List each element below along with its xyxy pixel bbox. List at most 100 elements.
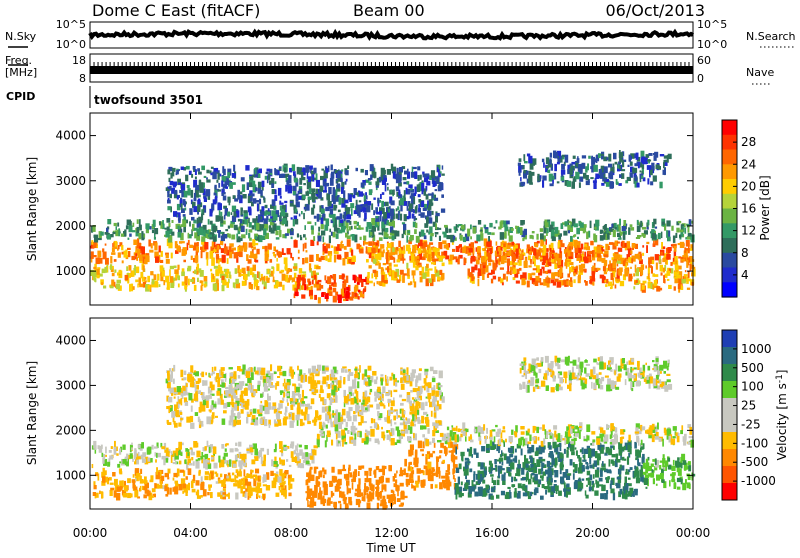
power-cell: [189, 244, 194, 248]
power-cell: [410, 193, 415, 197]
power-cell: [144, 277, 147, 280]
velocity-cell: [254, 476, 258, 481]
velocity-cell: [187, 468, 192, 475]
velocity-cell: [345, 477, 350, 481]
power-cell: [110, 264, 113, 270]
velocity-cell: [397, 488, 399, 497]
power-cell: [335, 233, 339, 239]
velocity-cell: [640, 466, 643, 472]
velocity-cell: [413, 485, 417, 491]
velocity-cell: [321, 498, 326, 504]
velocity-cell: [475, 473, 479, 480]
power-cell: [240, 225, 245, 232]
power-cell: [117, 248, 119, 251]
power-cell: [662, 267, 665, 273]
power-cell: [619, 174, 622, 178]
power-cell: [329, 291, 333, 296]
power-cell: [369, 280, 373, 284]
power-cell: [344, 288, 346, 296]
power-cell: [467, 253, 470, 256]
power-cell: [296, 166, 300, 175]
power-cell: [503, 244, 507, 252]
power-cell: [626, 254, 631, 259]
velocity-cell: [382, 484, 387, 490]
velocity-cell: [306, 479, 311, 483]
power-cell: [512, 262, 516, 268]
power-cell: [264, 253, 269, 261]
power-cell: [373, 245, 376, 248]
power-cell: [680, 231, 684, 237]
power-cell: [440, 256, 444, 259]
power-cell: [375, 224, 379, 228]
velocity-cell: [203, 462, 207, 469]
power-cell: [662, 258, 666, 263]
power-cell: [422, 207, 427, 211]
velocity-cell: [591, 441, 595, 446]
power-cell: [292, 284, 297, 291]
velocity-cell: [473, 471, 476, 476]
velocity-cell: [205, 462, 208, 470]
power-cell: [635, 237, 641, 239]
power-cell: [624, 268, 628, 277]
power-cell: [306, 171, 309, 179]
velocity-cell: [400, 502, 404, 506]
velocity-cell: [161, 475, 165, 481]
velocity-cell: [381, 484, 384, 493]
power-cell: [171, 220, 174, 223]
velocity-cell: [107, 461, 111, 467]
power-cell: [389, 196, 393, 204]
velocity-cell: [377, 440, 380, 445]
power-cell: [324, 178, 327, 182]
velocity-cell: [688, 465, 692, 472]
power-cell: [379, 207, 383, 212]
power-cell: [353, 210, 358, 215]
velocity-cell: [571, 451, 575, 456]
velocity-cell: [625, 471, 630, 475]
power-cell: [195, 246, 199, 253]
velocity-cell: [594, 469, 600, 478]
power-cell: [207, 219, 210, 225]
power-cell: [330, 231, 333, 236]
power-cell: [372, 238, 375, 246]
velocity-cell: [399, 437, 402, 444]
velocity-cell: [673, 482, 676, 489]
power-cell: [518, 158, 522, 162]
power-cell: [325, 182, 330, 187]
velocity-cell: [105, 454, 107, 457]
power-cell: [113, 240, 117, 247]
power-cell: [239, 251, 243, 258]
power-cell: [100, 279, 104, 285]
velocity-cell: [196, 450, 201, 458]
velocity-cell: [496, 494, 500, 499]
velocity-cell: [643, 465, 647, 469]
power-cell: [234, 268, 238, 274]
power-cell: [584, 243, 588, 247]
power-cell: [455, 224, 458, 231]
power-cell: [145, 255, 150, 263]
velocity-cell: [542, 471, 546, 476]
power-cell: [622, 274, 626, 281]
power-cell: [567, 224, 571, 231]
power-cell: [253, 253, 258, 259]
power-cell: [238, 244, 241, 250]
power-cell: [590, 177, 594, 180]
power-cell: [453, 256, 457, 260]
power-cell: [249, 237, 252, 241]
power-cell: [524, 257, 527, 262]
power-cell: [286, 270, 289, 275]
velocity-cell: [149, 490, 151, 496]
power-cell: [305, 250, 308, 253]
velocity-cell: [253, 478, 257, 487]
power-cell: [503, 243, 506, 248]
power-cell: [378, 281, 383, 286]
power-cell: [176, 195, 179, 200]
power-cell: [236, 233, 239, 239]
velocity-cell: [250, 469, 254, 473]
power-cell: [398, 182, 402, 187]
velocity-cell: [541, 467, 543, 475]
velocity-cell: [547, 486, 552, 493]
power-cell: [632, 167, 635, 174]
power-cell: [146, 226, 149, 231]
velocity-cell: [429, 453, 433, 458]
power-cell: [160, 250, 163, 257]
